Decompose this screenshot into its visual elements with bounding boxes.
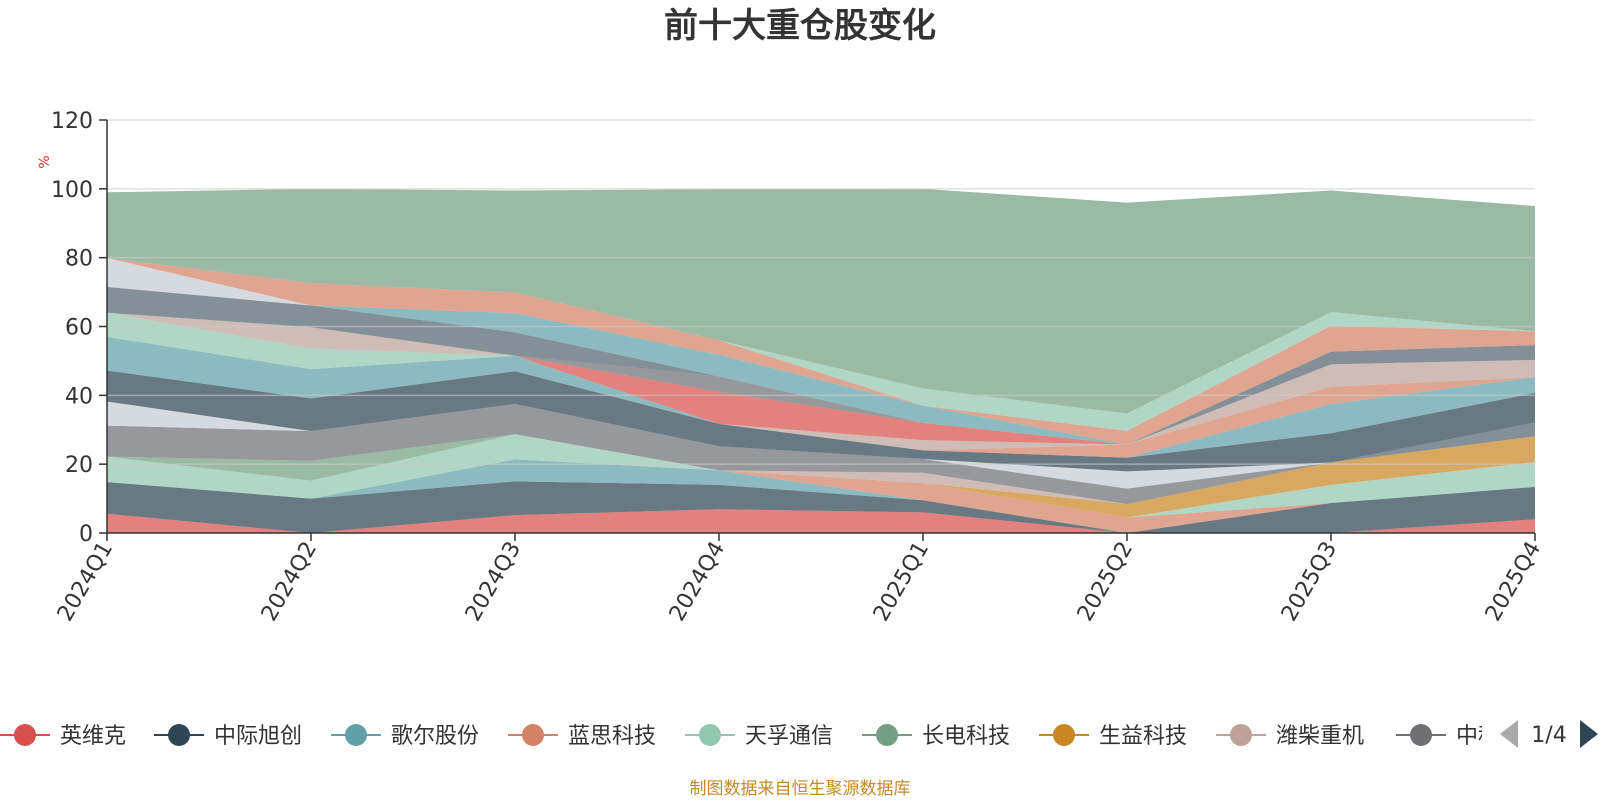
legend-label: 潍柴重机 [1276,724,1364,749]
legend-item[interactable]: 潍柴重机 [1216,724,1364,749]
area-歌尔股份 [107,459,1535,533]
legend-marker-icon [1230,724,1252,746]
chart-title: 前十大重仓股变化 [664,6,936,46]
legend-label: 歌尔股份 [391,724,479,749]
legend-item[interactable]: 中际旭创 [154,724,302,749]
legend-item[interactable]: 英维克 [0,724,126,749]
area-中科曙光 [107,403,1535,505]
legend-prev-page-icon[interactable] [1500,720,1518,748]
area-中微公司 [107,258,1535,445]
legend-item[interactable]: 生益科技 [1039,724,1187,749]
x-tick-label: 2025Q2 [1073,538,1138,626]
area-英维克 [107,509,1535,533]
y-tick-label: 40 [65,384,93,409]
gridlines [107,119,1535,465]
area-其他 [107,188,1535,414]
area-深南电路 [107,312,1535,445]
legend-label: 生益科技 [1099,724,1187,749]
y-tick-label: 120 [51,109,93,134]
data-source-note: 制图数据来自恒生聚源数据库 [690,779,911,799]
area-生益科技 [107,434,1535,518]
legend-marker-icon [522,724,544,746]
legend-page-indicator: 1/4 [1531,723,1566,748]
x-tick-label: 2025Q4 [1481,538,1546,626]
legend-label: 蓝思科技 [568,724,656,749]
x-tick-label: 2025Q3 [1277,538,1342,626]
legend-pager: 1/4 [1500,720,1598,748]
y-tick-label: 60 [65,316,93,341]
legend-item[interactable]: 天孚通信 [685,724,833,749]
legend-marker-icon [168,724,190,746]
legend-label: 中科 [1456,724,1500,749]
x-tick-label: 2024Q1 [53,538,118,626]
legend-label: 英维克 [60,724,126,749]
legend-item[interactable]: 蓝思科技 [508,724,656,749]
y-tick-label: 80 [65,247,93,272]
area-蓝思科技 [107,459,1535,533]
x-tick-label: 2024Q3 [461,538,526,626]
legend-label: 天孚通信 [745,724,833,749]
legend-next-page-icon[interactable] [1580,720,1598,748]
legend: 英维克 中际旭创 歌尔股份 蓝思科技 天孚通信 长电科技 生益科技 潍柴重机 中科 [0,724,1500,749]
y-tick-label: 100 [51,178,93,203]
area-天孚通信 [107,434,1535,518]
legend-marker-icon [876,724,898,746]
x-tick-labels: 2024Q1 2024Q2 2024Q3 2024Q4 2025Q1 2025Q2 2025… [53,533,1546,626]
y-tick-labels: 0 20 40 60 80 100 120 [51,109,107,547]
area-中际旭创 [107,481,1535,533]
legend-marker-icon [1053,724,1075,746]
legend-marker-icon [345,724,367,746]
legend-item[interactable]: 长电科技 [862,724,1010,749]
legend-marker-icon [699,724,721,746]
x-tick-label: 2025Q1 [869,538,934,626]
legend-item[interactable]: 中科 [1396,724,1500,749]
x-tick-label: 2024Q4 [665,538,730,626]
area-工业富联 [107,336,1535,458]
y-axis-unit: % [37,155,53,168]
legend-label: 中际旭创 [214,724,302,749]
area-光迅科技 [107,312,1535,458]
legend-item[interactable]: 歌尔股份 [331,724,479,749]
legend-marker-icon [1410,724,1432,746]
legend-label: 长电科技 [922,724,1010,749]
series-areas [107,188,1535,533]
y-tick-label: 0 [79,522,93,547]
x-tick-label: 2024Q2 [257,538,322,626]
y-tick-label: 20 [65,453,93,478]
legend-marker-icon [14,724,36,746]
